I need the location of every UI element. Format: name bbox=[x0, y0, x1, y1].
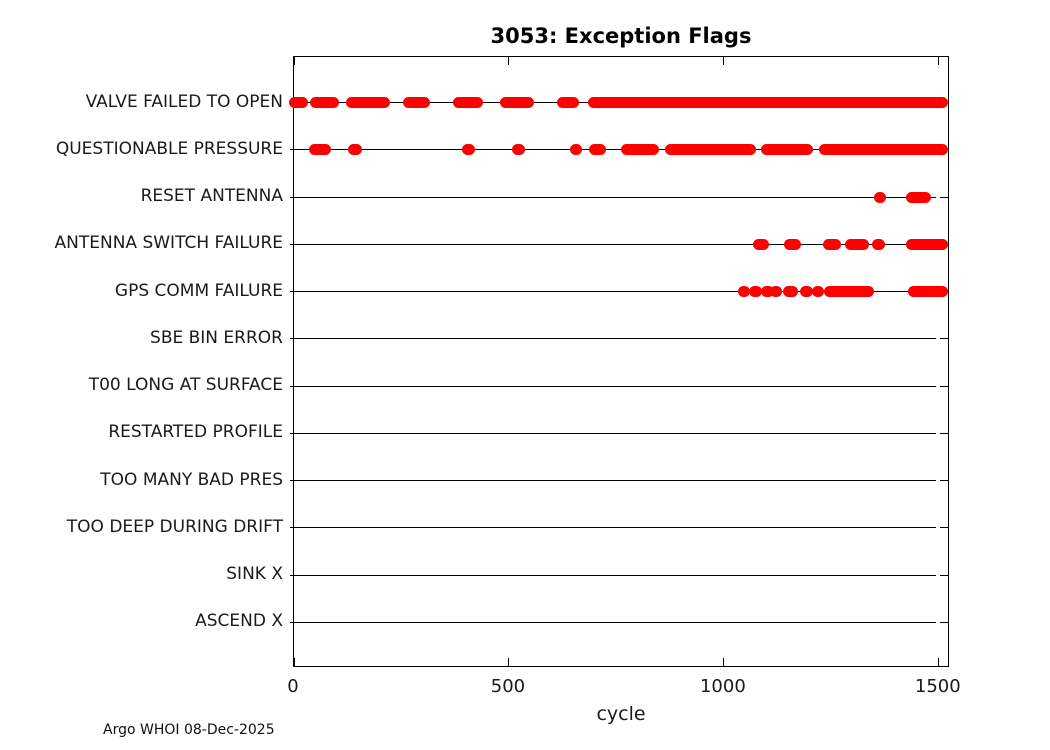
y-tick-right bbox=[940, 621, 948, 623]
data-marker-run bbox=[737, 286, 751, 298]
data-marker-run bbox=[873, 191, 887, 203]
data-marker-run bbox=[845, 238, 869, 250]
y-tick-right bbox=[940, 196, 948, 198]
data-marker-run bbox=[761, 144, 814, 156]
watermark-text: Argo WHOI 08-Dec-2025 bbox=[103, 722, 275, 738]
y-category-label: GPS COMM FAILURE bbox=[114, 280, 283, 301]
x-axis-label: cycle bbox=[596, 703, 646, 725]
category-baseline bbox=[290, 243, 936, 245]
category-baseline bbox=[290, 621, 936, 623]
x-tick-label: 1500 bbox=[914, 676, 961, 697]
x-tick-top bbox=[293, 57, 295, 65]
category-baseline bbox=[290, 574, 936, 576]
y-tick-right bbox=[940, 480, 948, 482]
data-marker-run bbox=[811, 286, 825, 298]
x-tick-top bbox=[938, 57, 940, 65]
category-baseline bbox=[290, 480, 936, 482]
data-marker-run bbox=[905, 191, 931, 203]
data-marker-run bbox=[347, 144, 363, 156]
chart-title: 3053: Exception Flags bbox=[490, 24, 752, 48]
category-baseline bbox=[290, 385, 936, 387]
y-category-label: ANTENNA SWITCH FAILURE bbox=[54, 233, 283, 254]
data-marker-run bbox=[818, 144, 948, 156]
data-marker-run bbox=[500, 97, 534, 108]
data-marker-run bbox=[557, 97, 579, 108]
data-marker-run bbox=[402, 97, 430, 108]
y-category-label: SBE BIN ERROR bbox=[150, 327, 283, 348]
data-marker-run bbox=[346, 97, 390, 108]
data-marker-run bbox=[588, 97, 948, 108]
category-baseline bbox=[290, 149, 936, 151]
data-marker-run bbox=[752, 238, 769, 250]
plot-area bbox=[288, 56, 949, 667]
x-tick-labels: 0 500 1000 1500 bbox=[287, 676, 960, 700]
data-marker-run bbox=[905, 238, 948, 250]
data-marker-run bbox=[569, 144, 583, 156]
data-marker-run bbox=[309, 97, 340, 108]
data-marker-run bbox=[512, 144, 526, 156]
y-tick-right bbox=[940, 338, 948, 340]
y-tick-right bbox=[940, 432, 948, 434]
data-marker-run bbox=[588, 144, 606, 156]
data-marker-run bbox=[782, 286, 798, 298]
data-marker-run bbox=[769, 286, 783, 298]
data-marker-run bbox=[453, 97, 484, 108]
y-category-label: SINK X bbox=[226, 564, 283, 585]
data-marker-run bbox=[799, 286, 814, 298]
y-category-label: T00 LONG AT SURFACE bbox=[88, 375, 283, 396]
x-tick-top bbox=[508, 57, 510, 65]
data-marker-run bbox=[761, 286, 775, 298]
data-marker-run bbox=[824, 286, 874, 298]
data-marker-run bbox=[309, 144, 331, 156]
y-category-label: QUESTIONABLE PRESSURE bbox=[55, 138, 283, 159]
data-marker-run bbox=[784, 238, 801, 250]
y-category-label: RESTARTED PROFILE bbox=[108, 422, 283, 443]
y-tick-right bbox=[940, 527, 948, 529]
y-category-label: VALVE FAILED TO OPEN bbox=[85, 91, 283, 112]
category-baseline bbox=[290, 196, 936, 198]
x-tick-label: 500 bbox=[490, 676, 526, 697]
data-marker-run bbox=[664, 144, 757, 156]
x-tick-label: 1000 bbox=[699, 676, 746, 697]
data-marker-run bbox=[749, 286, 763, 298]
y-category-label: ASCEND X bbox=[195, 611, 283, 632]
y-category-label: TOO MANY BAD PRES bbox=[100, 469, 283, 490]
category-baseline bbox=[290, 291, 936, 293]
category-baseline bbox=[290, 432, 936, 434]
category-baseline bbox=[290, 527, 936, 529]
x-tick-bottom bbox=[723, 658, 725, 666]
y-tick-right bbox=[940, 574, 948, 576]
data-marker-run bbox=[288, 97, 309, 108]
y-tick-right bbox=[940, 385, 948, 387]
x-tick-top bbox=[723, 57, 725, 65]
y-axis-labels: VALVE FAILED TO OPEN QUESTIONABLE PRESSUR… bbox=[0, 56, 283, 667]
x-tick-label: 0 bbox=[287, 676, 299, 697]
data-marker-run bbox=[822, 238, 841, 250]
y-category-label: TOO DEEP DURING DRIFT bbox=[66, 516, 283, 537]
data-marker-run bbox=[462, 144, 475, 156]
x-tick-bottom bbox=[508, 658, 510, 666]
data-marker-run bbox=[907, 286, 948, 298]
y-category-label: RESET ANTENNA bbox=[140, 186, 283, 207]
category-baseline bbox=[290, 338, 936, 340]
x-tick-bottom bbox=[938, 658, 940, 666]
data-marker-run bbox=[872, 238, 885, 250]
data-marker-run bbox=[620, 144, 660, 156]
x-tick-bottom bbox=[293, 658, 295, 666]
